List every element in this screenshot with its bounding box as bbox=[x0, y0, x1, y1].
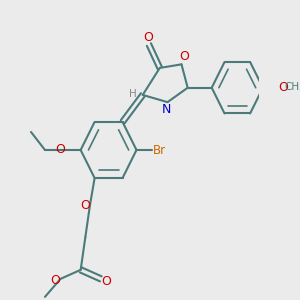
Text: Br: Br bbox=[153, 143, 166, 157]
Text: O: O bbox=[279, 81, 289, 94]
Text: O: O bbox=[102, 275, 111, 288]
Text: N: N bbox=[162, 103, 171, 116]
Text: O: O bbox=[143, 31, 153, 44]
Text: O: O bbox=[55, 143, 65, 156]
Text: O: O bbox=[50, 274, 60, 287]
Text: CH₃: CH₃ bbox=[284, 82, 300, 92]
Text: O: O bbox=[80, 200, 90, 212]
Text: O: O bbox=[179, 50, 189, 63]
Text: H: H bbox=[129, 89, 137, 99]
